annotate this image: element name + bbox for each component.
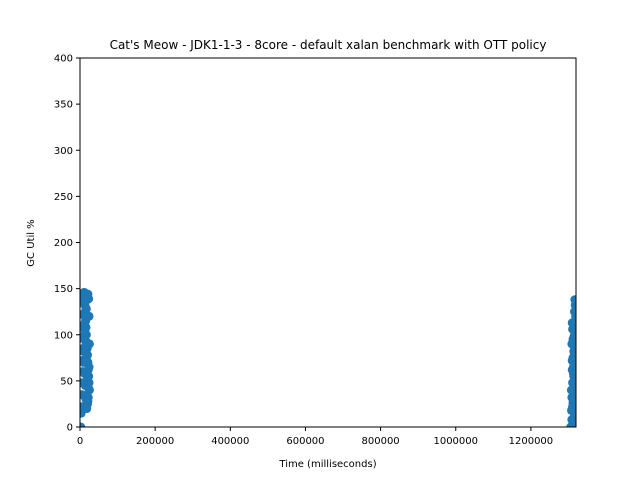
data-point — [84, 294, 94, 304]
chart-title: Cat's Meow - JDK1-1-3 - 8core - default … — [110, 38, 547, 52]
data-point — [81, 341, 91, 351]
y-axis-label: GC Util % — [26, 219, 37, 266]
y-tick-label: 50 — [60, 376, 73, 387]
data-point — [80, 422, 86, 427]
x-tick-label: 1200000 — [509, 436, 554, 447]
data-point — [566, 385, 576, 395]
data-point — [571, 311, 576, 321]
data-point — [80, 319, 90, 329]
y-tick-label: 200 — [54, 238, 73, 249]
data-point — [81, 304, 91, 314]
data-point — [82, 404, 92, 414]
data-point — [84, 311, 94, 321]
data-point — [81, 353, 91, 363]
data-point — [84, 383, 94, 393]
y-tick-label: 250 — [54, 192, 73, 203]
x-axis-label: Time (milliseconds) — [278, 459, 376, 470]
x-tick-label: 800000 — [362, 436, 400, 447]
plot-area — [80, 58, 576, 427]
data-point — [570, 374, 576, 384]
y-axis-ticks: 0 50 100 150 200 250 300 350 400 — [54, 54, 80, 434]
y-tick-label: 150 — [54, 284, 73, 295]
data-point — [567, 415, 576, 425]
x-tick-label: 600000 — [286, 436, 324, 447]
y-tick-label: 400 — [54, 54, 73, 65]
data-point — [83, 396, 93, 406]
data-point — [568, 319, 576, 329]
data-point — [569, 348, 576, 358]
data-point — [569, 330, 576, 340]
data-point — [82, 371, 92, 381]
x-axis-ticks: 0 200000 400000 600000 800000 1000000 1200000 — [77, 427, 553, 447]
data-point — [569, 394, 576, 404]
x-tick-label: 0 — [77, 436, 83, 447]
y-tick-label: 100 — [54, 330, 73, 341]
data-point — [569, 361, 576, 371]
data-points — [80, 287, 576, 427]
x-tick-label: 200000 — [136, 436, 174, 447]
y-tick-label: 0 — [67, 423, 73, 434]
data-point — [570, 295, 576, 305]
y-tick-label: 350 — [54, 100, 73, 111]
y-tick-label: 300 — [54, 146, 73, 157]
data-point — [84, 362, 94, 372]
data-point — [80, 325, 90, 335]
x-tick-label: 1000000 — [433, 436, 478, 447]
x-tick-label: 400000 — [211, 436, 249, 447]
